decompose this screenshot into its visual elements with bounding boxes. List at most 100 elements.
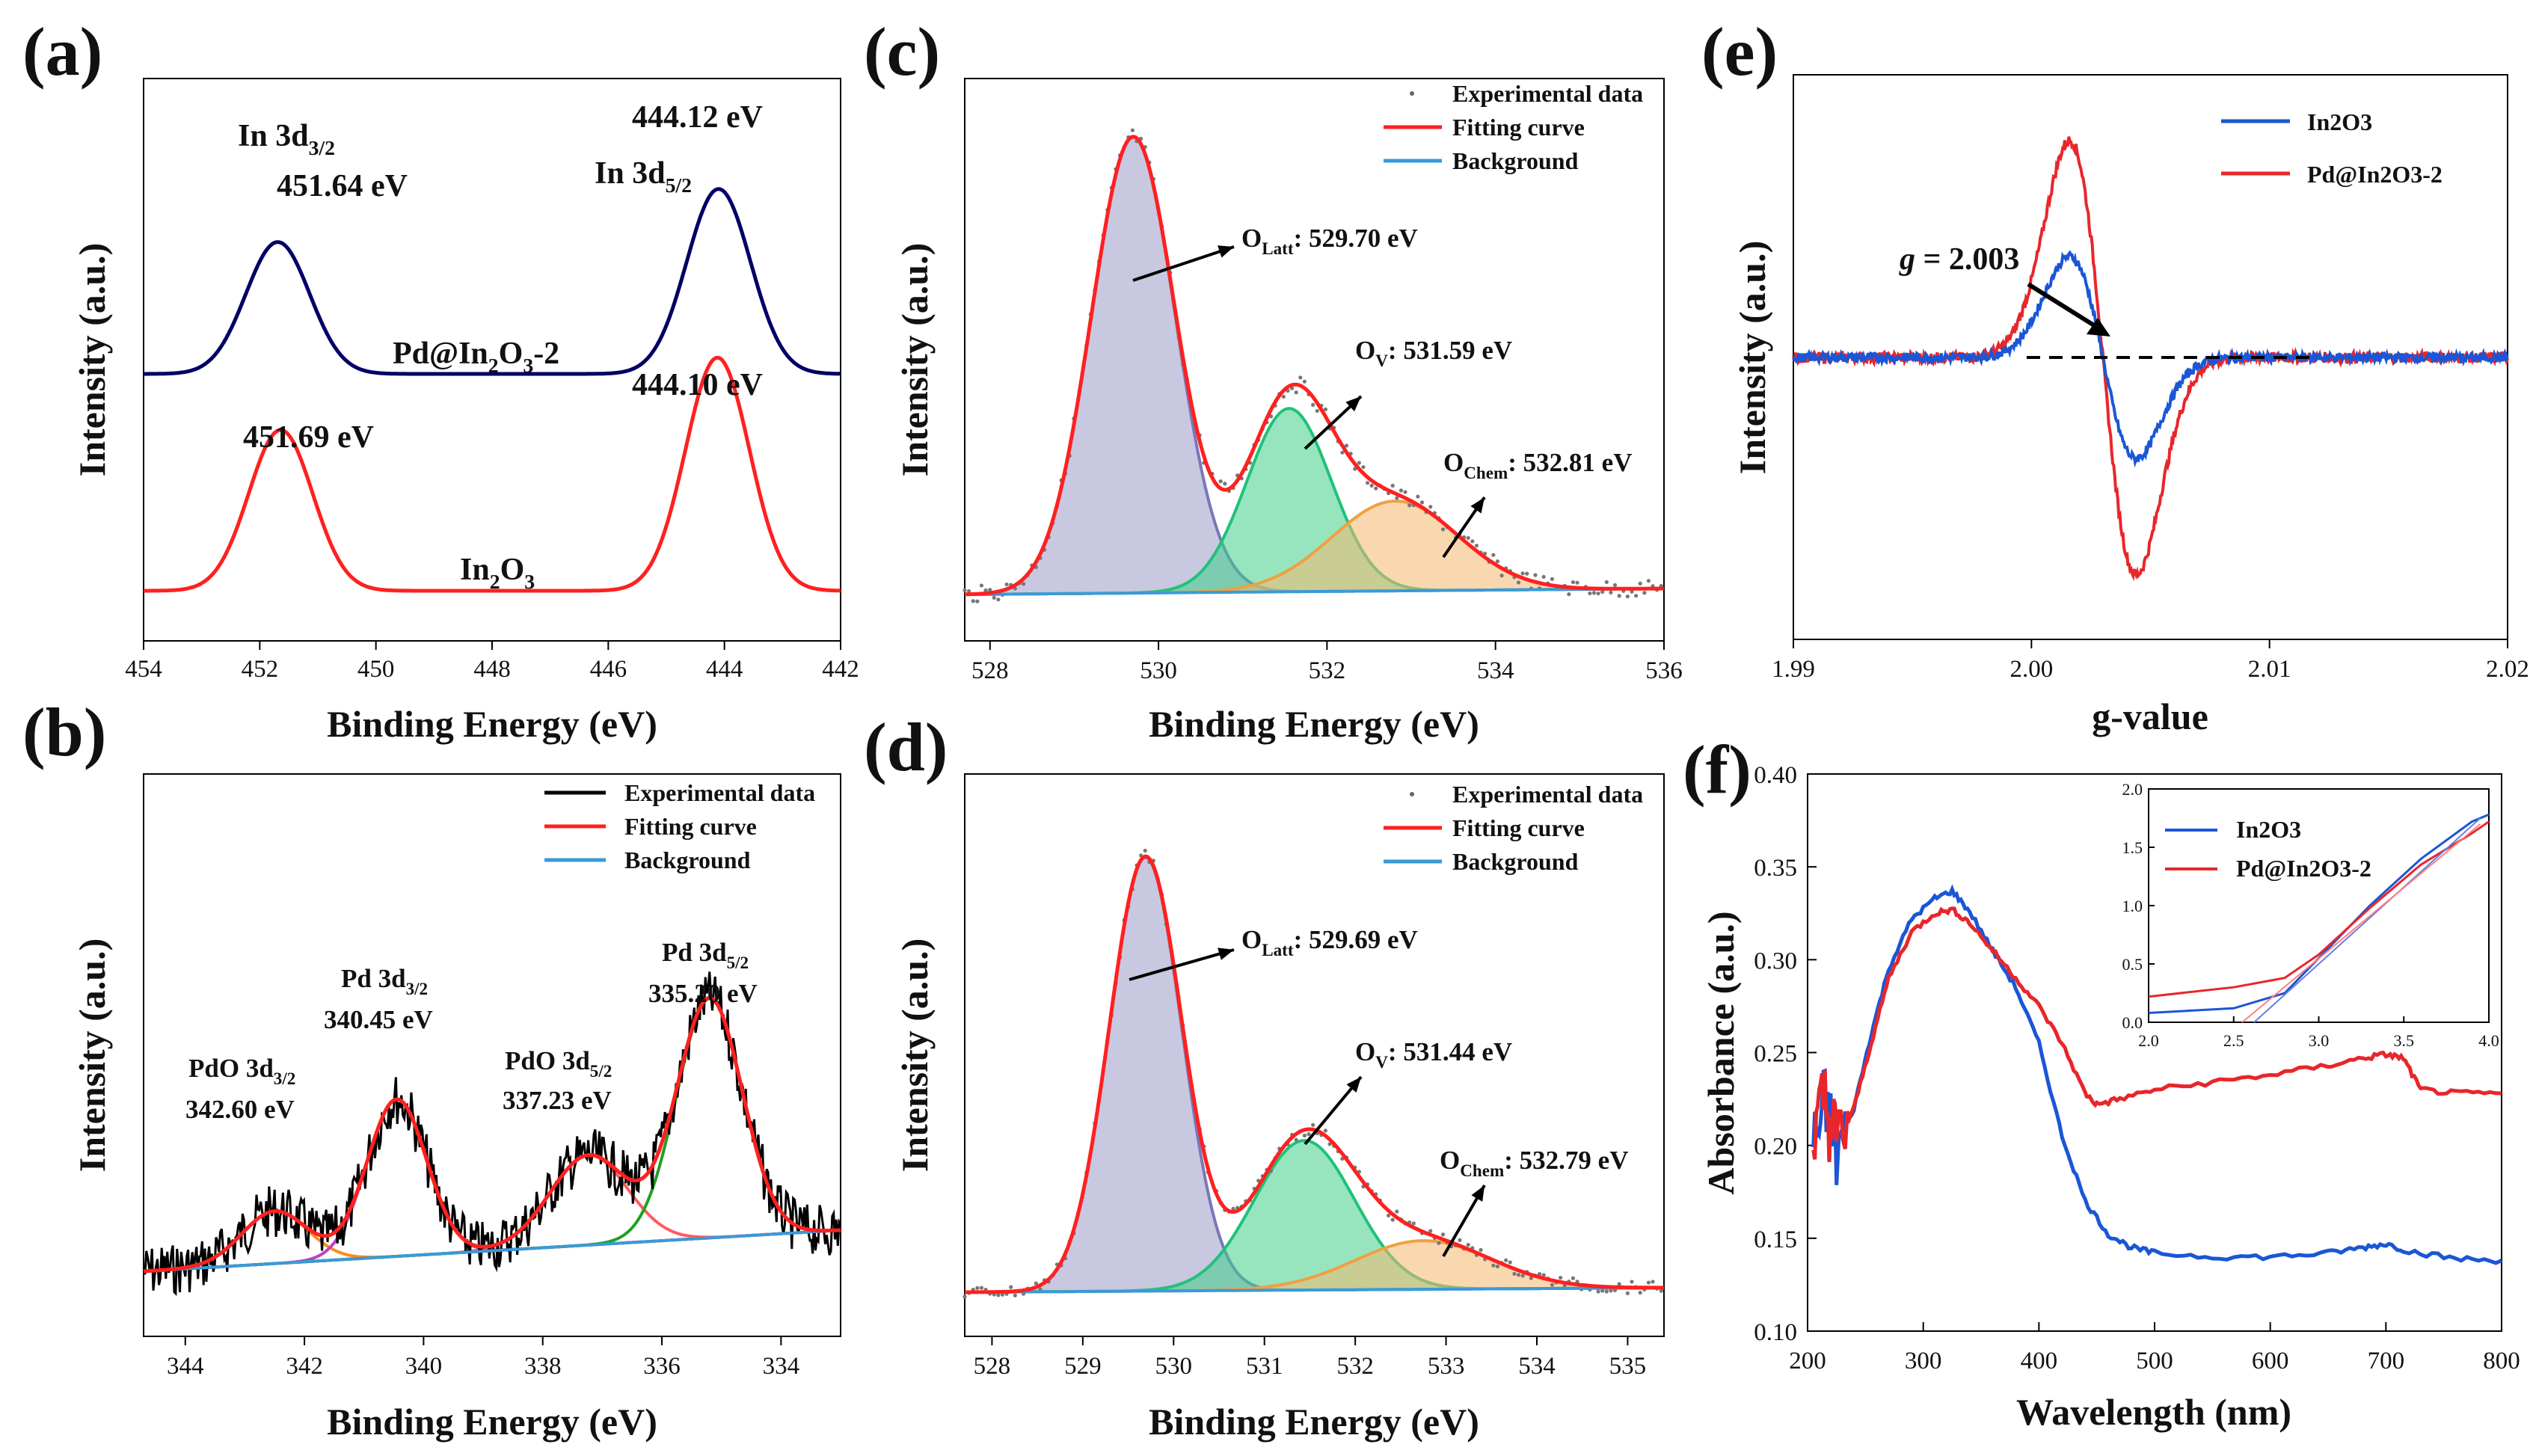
legend-pd-e: Pd@In2O3-2	[2307, 161, 2443, 188]
annotation-arrowhead	[1218, 245, 1234, 258]
legend-c: Experimental data Fitting curve Backgrou…	[1384, 80, 1643, 174]
panel-label-d: (d)	[864, 709, 948, 785]
x-tick-label-300: 300	[1905, 1348, 1942, 1374]
label-pd-3d32: Pd 3d3/2	[341, 964, 428, 998]
experimental-point	[1495, 559, 1500, 564]
label-ov-d: OV: 531.44 eV	[1355, 1037, 1512, 1072]
line-pd-in2o3-2-f	[1811, 906, 2502, 1162]
x-tick-label-442: 442	[822, 656, 859, 683]
y-tick-label-0.25: 0.25	[1754, 1041, 1797, 1068]
experimental-point	[1323, 1128, 1328, 1133]
experimental-point	[1508, 1260, 1512, 1265]
inset-x-tick-label-2.5: 2.5	[2223, 1031, 2244, 1050]
label-low-left: 451.69 eV	[243, 420, 374, 455]
inset-y-tick-label-0.5: 0.5	[2122, 955, 2143, 974]
curves-c	[962, 128, 1664, 603]
experimental-point	[1474, 544, 1479, 548]
background-line	[965, 1286, 1664, 1294]
experimental-point	[1302, 379, 1307, 384]
label-pdo-3d32: PdO 3d3/2	[188, 1054, 295, 1088]
experimental-point	[1143, 848, 1147, 853]
experimental-point	[1361, 464, 1366, 470]
annotation-arrow	[1129, 948, 1235, 981]
experimental-point	[1609, 1288, 1613, 1293]
inset-x-tick-label-3.5: 3.5	[2394, 1031, 2415, 1050]
experimental-point	[1289, 386, 1295, 390]
panel-a: (a) 454 452 450 448 446 444 442 Binding Energy…	[22, 13, 859, 745]
experimental-point	[1630, 1280, 1634, 1284]
annotation-arrowhead	[1218, 947, 1234, 960]
y-tick-label-0.35: 0.35	[1754, 855, 1797, 882]
experimental-point	[1398, 488, 1404, 493]
x-tick-label-446: 446	[590, 656, 627, 683]
experimental-point	[1491, 553, 1496, 557]
experimental-point	[1416, 494, 1420, 499]
x-tick-label-450: 450	[357, 656, 395, 683]
experimental-point	[1596, 1289, 1600, 1294]
experimental-point	[1571, 580, 1576, 585]
experimental-point	[1646, 1280, 1651, 1285]
inset-legend-pd: Pd@In2O3-2	[2236, 855, 2371, 882]
experimental-point	[983, 588, 988, 592]
x-tick-label-700: 700	[2368, 1348, 2405, 1374]
legend-background-c: Background	[1452, 147, 1579, 174]
annotation-arrowhead	[1471, 1185, 1485, 1202]
x-tick-label-536: 536	[1645, 657, 1683, 684]
experimental-point	[1612, 583, 1618, 587]
experimental-point	[1395, 496, 1399, 500]
x-tick-label-535: 535	[1609, 1353, 1647, 1380]
x-tick-label-600: 600	[2252, 1348, 2289, 1374]
experimental-point	[1281, 394, 1286, 399]
experimental-point	[1357, 461, 1361, 465]
legend-fitting-c: Fitting curve	[1452, 114, 1585, 141]
line-in2o3-e	[1792, 250, 2509, 468]
experimental-point	[1600, 589, 1605, 594]
experimental-point	[1575, 580, 1579, 585]
experimental-point	[975, 599, 980, 603]
experimental-point	[1395, 1209, 1399, 1214]
component-fill-1	[965, 408, 1664, 595]
experimental-point	[1617, 1282, 1621, 1286]
component-fill-0	[965, 137, 1664, 595]
x-tick-label-532: 532	[1309, 657, 1346, 684]
experimental-point	[979, 1285, 984, 1290]
curves-e	[1792, 136, 2509, 582]
inset-y-tick-label-2.0: 2.0	[2122, 780, 2143, 799]
panel-label-b: (b)	[22, 694, 106, 770]
background-line	[965, 587, 1664, 596]
panel-label-e: (e)	[1701, 13, 1778, 90]
x-tick-label-444: 444	[706, 656, 743, 683]
y-tick-label-0.30: 0.30	[1754, 947, 1797, 974]
label-in52-value: 444.12 eV	[632, 100, 763, 135]
experimental-point	[979, 583, 984, 588]
x-tick-label-530: 530	[1155, 1353, 1193, 1380]
experimental-point	[1559, 1275, 1563, 1280]
legend-in2o3-e: In2O3	[2307, 108, 2372, 135]
label-in52-top: In 3d5/2	[595, 156, 692, 197]
x-tick-label-534: 534	[1477, 657, 1514, 684]
experimental-point	[996, 598, 1001, 602]
x-axis-label-c: Binding Energy (eV)	[1149, 703, 1479, 745]
curves-d	[962, 848, 1664, 1299]
label-low-right: 444.10 eV	[632, 368, 763, 402]
panel-f: (f) 200 300 400 500 600 700 800 0.10 0.15 0.20 0.2…	[1683, 731, 2520, 1433]
experimental-point	[1369, 483, 1374, 488]
x-tick-label-534: 534	[1518, 1353, 1556, 1380]
label-pdo-3d52: PdO 3d5/2	[505, 1046, 612, 1081]
fitting-curve	[965, 135, 1664, 597]
x-axis-label-a: Binding Energy (eV)	[327, 703, 657, 745]
experimental-point	[1311, 1122, 1315, 1127]
inset-y-tick-label-0.0: 0.0	[2122, 1013, 2143, 1032]
y-tick-label-0.20: 0.20	[1754, 1134, 1797, 1161]
axis-ticks-f: 200 300 400 500 600 700 800 0.10 0.15 0.20 0.25 0.3…	[1754, 762, 2520, 1374]
g-value-arrowhead	[2087, 318, 2110, 337]
y-tick-label-0.15: 0.15	[1754, 1226, 1797, 1253]
component-fill-2	[965, 501, 1664, 595]
experimental-point	[1302, 1133, 1307, 1138]
experimental-point	[975, 1285, 980, 1290]
x-tick-label-338: 338	[524, 1353, 562, 1380]
experimental-point	[1520, 571, 1525, 576]
line-pd-in2o3-2	[144, 355, 841, 593]
legend-experimental-d: Experimental data	[1452, 781, 1643, 808]
inset-frame-f	[2148, 788, 2490, 1023]
